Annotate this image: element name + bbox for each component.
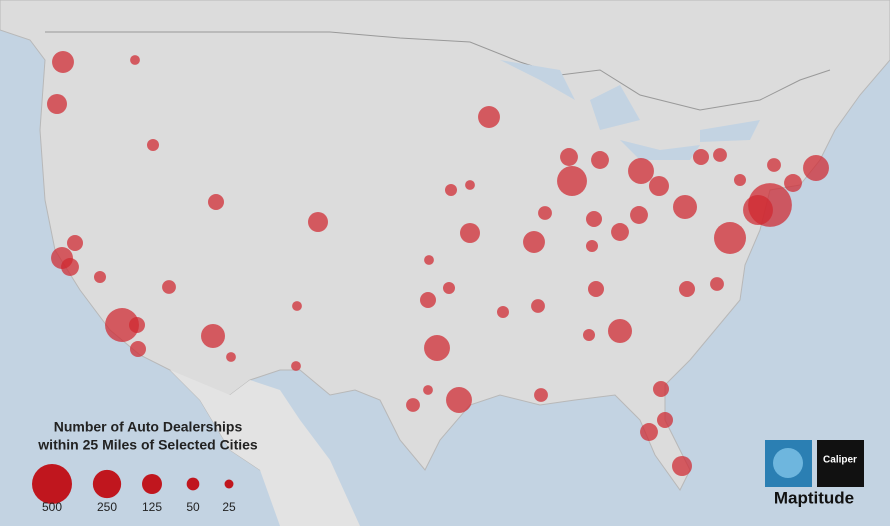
city-circle [586,240,598,252]
city-circle [208,194,224,210]
city-circle [538,206,552,220]
city-circle [424,255,434,265]
city-circle [640,423,658,441]
city-circle [784,174,802,192]
city-circle [460,223,480,243]
city-circle [734,174,746,186]
city-circle [420,292,436,308]
mexico [170,370,360,526]
legend-title: Number of Auto Dealerships [54,419,243,435]
logo-badge-text: Caliper [823,455,857,466]
legend-circle [224,479,234,489]
legend-label: 50 [186,500,200,514]
city-circle [445,184,457,196]
city-circle [443,282,455,294]
city-circle [308,212,328,232]
legend-label: 500 [42,500,62,514]
city-circle [710,277,724,291]
city-circle [557,166,587,196]
city-circle [591,151,609,169]
city-circle [748,183,792,227]
city-circle [226,352,236,362]
legend-circle [186,477,200,491]
city-circle [608,319,632,343]
city-circle [628,158,654,184]
legend-circle [142,474,162,494]
city-circle [130,341,146,357]
city-circle [767,158,781,172]
city-circle [67,235,83,251]
city-circle [292,301,302,311]
city-circle [201,324,225,348]
city-circle [611,223,629,241]
city-circle [423,385,433,395]
city-circle [478,106,500,128]
city-circle [523,231,545,253]
city-circle [47,94,67,114]
city-circle [657,412,673,428]
city-circle [560,148,578,166]
city-circle [588,281,604,297]
city-circle [52,51,74,73]
legend-label: 250 [97,500,117,514]
city-circle [129,317,145,333]
city-circle [162,280,176,294]
city-circle [673,195,697,219]
border [45,31,831,111]
city-circle [406,398,420,412]
city-circle [630,206,648,224]
city-circle [291,361,301,371]
city-circle [61,258,79,276]
legend-circle [32,464,72,504]
lakes [500,60,760,160]
legend: Number of Auto Dealerships within 25 Mil… [32,419,258,514]
city-circle [105,308,139,342]
city-circle [446,387,472,413]
legend-title: within 25 Miles of Selected Cities [37,437,258,453]
city-circle [583,329,595,341]
city-circle [586,211,602,227]
city-circle [534,388,548,402]
legend-label: 125 [142,500,162,514]
city-circle [672,456,692,476]
city-circle [497,306,509,318]
city-circles [47,51,829,476]
logo-badge [817,440,864,487]
city-circle [713,148,727,162]
logo-globe-icon [773,448,803,478]
city-circle [714,222,746,254]
logo: Caliper Maptitude [765,440,864,507]
city-circle [465,180,475,190]
city-circle [693,149,709,165]
logo-name: Maptitude [774,488,854,507]
legend-circle [92,469,122,499]
city-circle [147,139,159,151]
city-circle [803,155,829,181]
city-circle [531,299,545,313]
city-circle [130,55,140,65]
city-circle [653,381,669,397]
city-circle [424,335,450,361]
city-circle [679,281,695,297]
city-circle [649,176,669,196]
legend-label: 25 [222,500,236,514]
city-circle [94,271,106,283]
